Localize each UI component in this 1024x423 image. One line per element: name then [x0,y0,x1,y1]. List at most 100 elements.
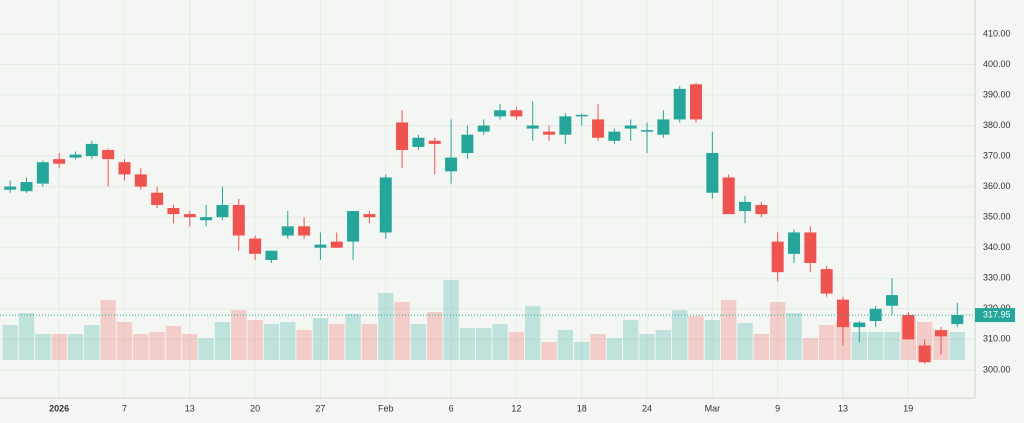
candle-body [869,308,882,322]
volume-bar [819,325,835,360]
candle-body [477,125,490,132]
volume-bar [133,334,149,360]
candle-body [918,345,931,363]
volume-bar [198,338,214,360]
volume-bar [606,338,623,360]
volume-bar [753,334,770,360]
candle-body [85,143,98,157]
candle-body [804,232,817,263]
candle-body [428,140,441,144]
candle-body [951,315,964,325]
candle-body [853,322,866,328]
volume-bar [18,313,35,360]
candle-body [102,149,115,160]
x-tick-label: 7 [122,403,127,413]
candle-body [232,204,245,236]
candle-body [608,131,621,141]
x-tick-label: 24 [642,403,652,413]
candle-body [657,119,670,135]
y-tick-label: 380.00 [983,120,1011,130]
candle-body [624,125,637,129]
candle-body [200,217,213,221]
y-tick-label: 370.00 [983,150,1011,160]
candle-body [4,186,17,190]
candle-body [379,177,392,233]
volume-bar [410,324,427,360]
volume-bar [574,342,590,360]
volume-bar [443,280,459,360]
volume-bar [949,332,965,360]
y-tick-label: 310.00 [983,334,1011,344]
candle-body [641,130,654,132]
x-tick-label: 12 [511,403,521,413]
y-tick-label: 400.00 [983,59,1011,69]
y-tick-label: 330.00 [983,273,1011,283]
volume-bar [476,328,492,360]
volume-bar [770,302,786,360]
volume-bar [672,310,688,360]
x-tick-label: 13 [185,403,195,413]
volume-bar [296,330,312,360]
candle-body [526,125,539,129]
volume-bar [100,300,116,360]
candle-body [755,204,768,215]
candle-body [298,226,311,236]
volume-bar [884,332,900,360]
volume-bar [35,334,51,360]
volume-bar [590,334,606,360]
candle-body [167,208,180,215]
volume-bar [312,318,329,360]
candle-body [902,314,915,340]
candle-body [494,110,507,117]
volume-bar [361,324,378,360]
candle-body [885,295,898,306]
candle-body [771,241,784,273]
candle-body [445,157,458,172]
candle-body [559,116,572,135]
candle-body [673,88,686,120]
candle-body [265,250,278,260]
volume-bar [263,324,280,360]
x-tick-label: 13 [838,403,848,413]
volume-bar [525,306,541,360]
volume-bar [459,328,476,360]
y-tick-label: 360.00 [983,181,1011,191]
volume-bar [639,334,655,360]
volume-bar [786,313,802,360]
candle-body [461,134,474,154]
volume-bar [84,325,100,360]
volume-bar [427,312,443,360]
candle-body [330,241,343,248]
y-tick-label: 300.00 [983,364,1011,374]
volume-bar [721,300,737,360]
candle-body [934,330,947,337]
y-tick-label: 350.00 [983,212,1011,222]
volume-bar [345,314,361,360]
candle-body [788,232,801,254]
volume-bar [623,320,639,360]
candle-body [543,131,556,135]
candle-body [20,182,33,192]
candle-body [836,299,849,328]
volume-bar [688,316,704,360]
volume-bar [116,322,133,360]
volume-bar [394,302,410,360]
candle-body [510,110,523,117]
volume-bar [51,334,67,360]
volume-bar [247,320,263,360]
volume-bar [231,310,247,360]
candle-body [722,177,735,215]
candle-body [706,153,719,193]
candle-body [412,137,425,147]
volume-bar [851,332,867,360]
volume-bar [557,330,574,360]
volume-bar [802,338,818,360]
x-tick-label: Feb [378,403,394,413]
volume-bar [182,334,198,360]
candle-body [347,211,360,242]
candle-body [396,122,409,150]
volume-bar [541,342,557,360]
volume-bar [492,324,508,360]
candle-body [690,84,703,120]
